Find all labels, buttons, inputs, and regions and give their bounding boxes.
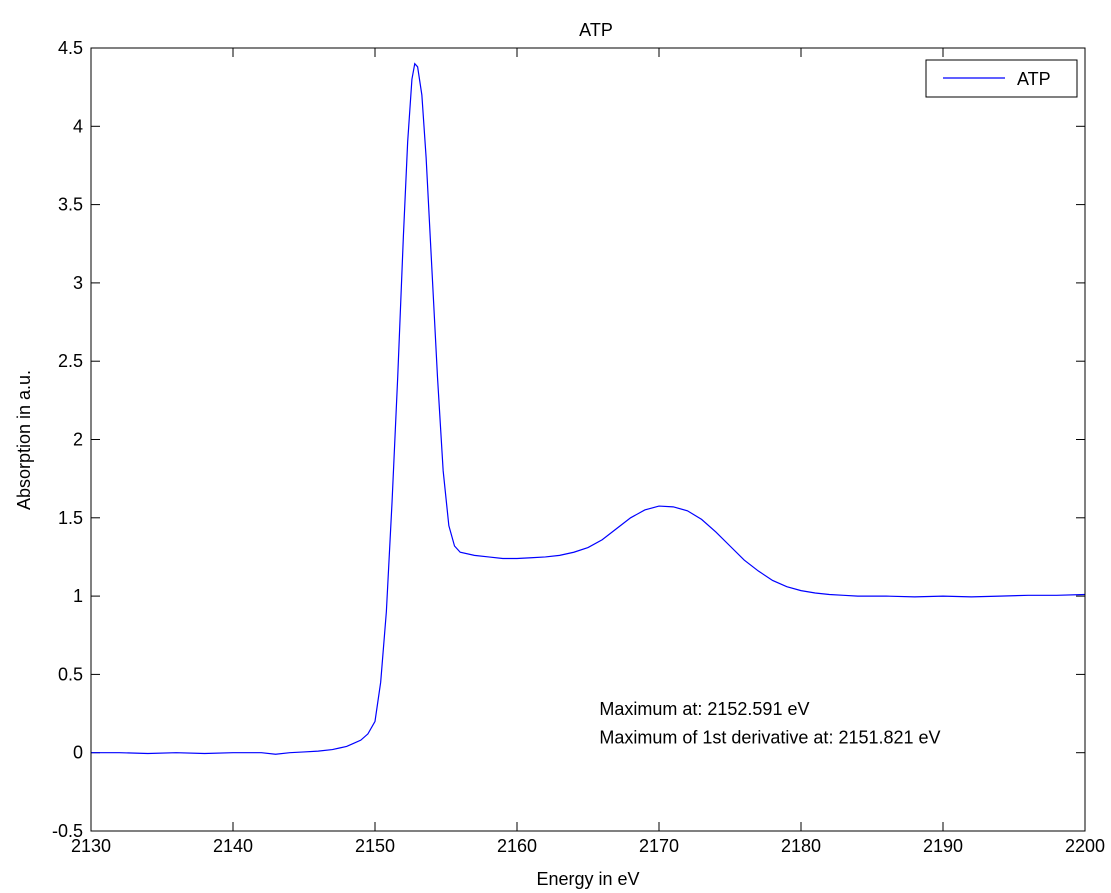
y-tick-label: 3.5 bbox=[58, 195, 83, 215]
y-tick-label: 0 bbox=[73, 743, 83, 763]
legend[interactable]: ATP bbox=[925, 59, 1078, 98]
y-axis-title: Absorption in a.u. bbox=[14, 370, 34, 510]
series-line-atp bbox=[91, 62, 1086, 755]
x-tick-label: 2190 bbox=[923, 836, 963, 856]
annotation-maximum: Maximum at: 2152.591 eV bbox=[599, 699, 809, 719]
plot-area bbox=[91, 48, 1085, 831]
chart-title: ATP bbox=[579, 20, 613, 40]
x-tick-label: 2200 bbox=[1065, 836, 1105, 856]
x-tick-label: 2180 bbox=[781, 836, 821, 856]
y-tick-label: 2.5 bbox=[58, 351, 83, 371]
y-tick-label: -0.5 bbox=[52, 821, 83, 841]
y-tick-label: 4.5 bbox=[58, 38, 83, 58]
y-tick-label: 4 bbox=[73, 116, 83, 136]
annotation-derivative-maximum: Maximum of 1st derivative at: 2151.821 e… bbox=[599, 727, 940, 747]
legend-label-atp: ATP bbox=[1017, 69, 1051, 89]
x-tick-label: 2170 bbox=[639, 836, 679, 856]
y-tick-label: 0.5 bbox=[58, 664, 83, 684]
y-tick-label: 1 bbox=[73, 586, 83, 606]
y-tick-labels: -0.5 0 0.5 1 1.5 2 2.5 3 3.5 4 4.5 bbox=[52, 38, 83, 841]
y-tick-label: 3 bbox=[73, 273, 83, 293]
x-tick-label: 2160 bbox=[497, 836, 537, 856]
y-tick-label: 1.5 bbox=[58, 508, 83, 528]
plot-frame bbox=[90, 47, 1086, 832]
y-tick-label: 2 bbox=[73, 430, 83, 450]
x-tick-label: 2130 bbox=[71, 836, 111, 856]
x-tick-label: 2150 bbox=[355, 836, 395, 856]
x-tick-label: 2140 bbox=[213, 836, 253, 856]
x-axis-title: Energy in eV bbox=[536, 869, 639, 889]
x-tick-labels: 2130 2140 2150 2160 2170 2180 2190 2200 bbox=[71, 836, 1105, 856]
